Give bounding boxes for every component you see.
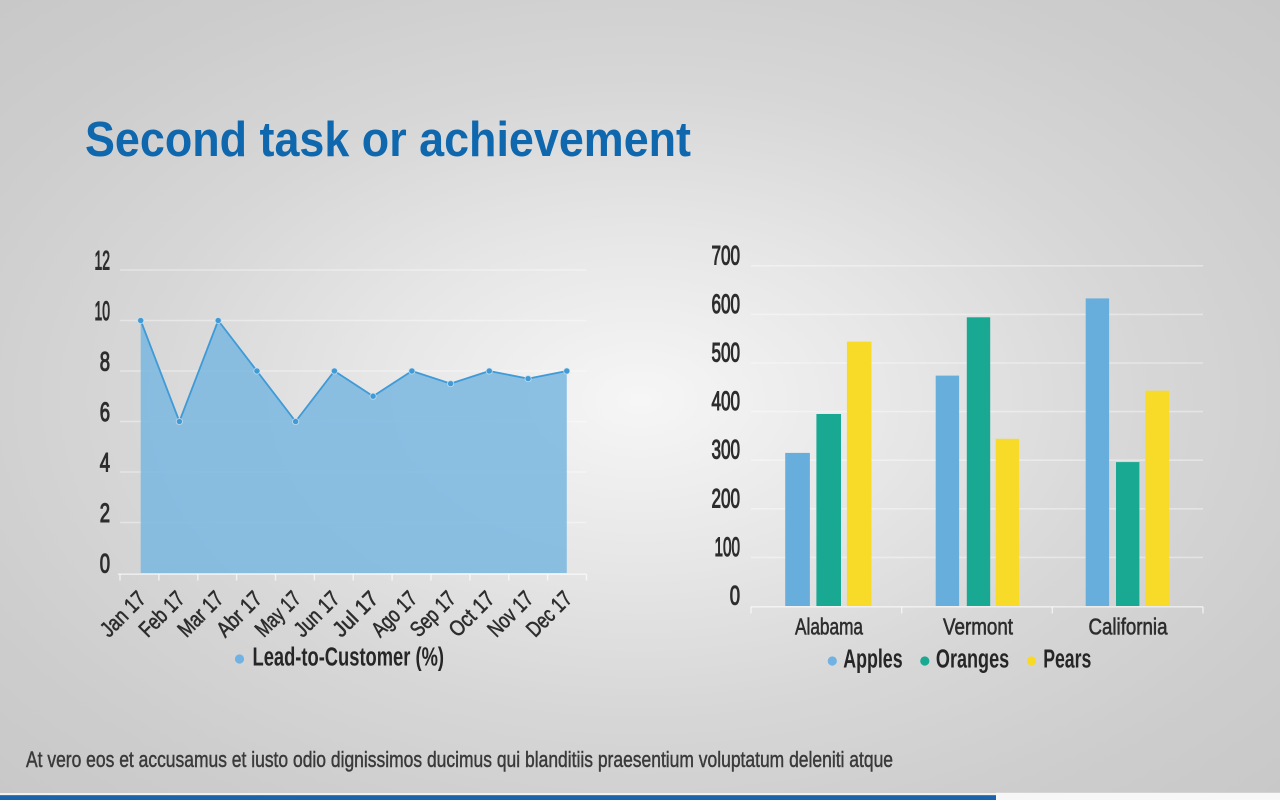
svg-text:Vermont: Vermont	[943, 614, 1013, 640]
svg-text:0: 0	[730, 581, 740, 611]
svg-text:500: 500	[712, 338, 741, 368]
svg-text:200: 200	[712, 483, 741, 513]
svg-text:0: 0	[100, 549, 110, 579]
svg-text:600: 600	[712, 289, 741, 319]
svg-text:12: 12	[95, 246, 111, 276]
svg-text:300: 300	[712, 435, 741, 465]
svg-text:Second task or achievement: Second task or achievement	[85, 113, 691, 167]
svg-text:4: 4	[100, 448, 110, 478]
svg-text:700: 700	[712, 240, 741, 270]
svg-text:At vero eos et accusamus et iu: At vero eos et accusamus et iusto odio d…	[26, 747, 893, 772]
svg-text:6: 6	[100, 397, 110, 427]
svg-text:100: 100	[715, 532, 741, 562]
svg-text:2: 2	[100, 498, 110, 528]
svg-text:Lead-to-Customer (%): Lead-to-Customer (%)	[253, 643, 445, 671]
svg-text:Oranges: Oranges	[936, 646, 1009, 674]
svg-text:Apples: Apples	[843, 646, 902, 674]
svg-text:10: 10	[95, 296, 111, 326]
svg-text:Pears: Pears	[1043, 646, 1091, 674]
svg-text:California: California	[1089, 614, 1169, 640]
svg-text:400: 400	[712, 386, 741, 416]
svg-text:8: 8	[100, 347, 110, 377]
svg-text:Alabama: Alabama	[795, 614, 864, 640]
